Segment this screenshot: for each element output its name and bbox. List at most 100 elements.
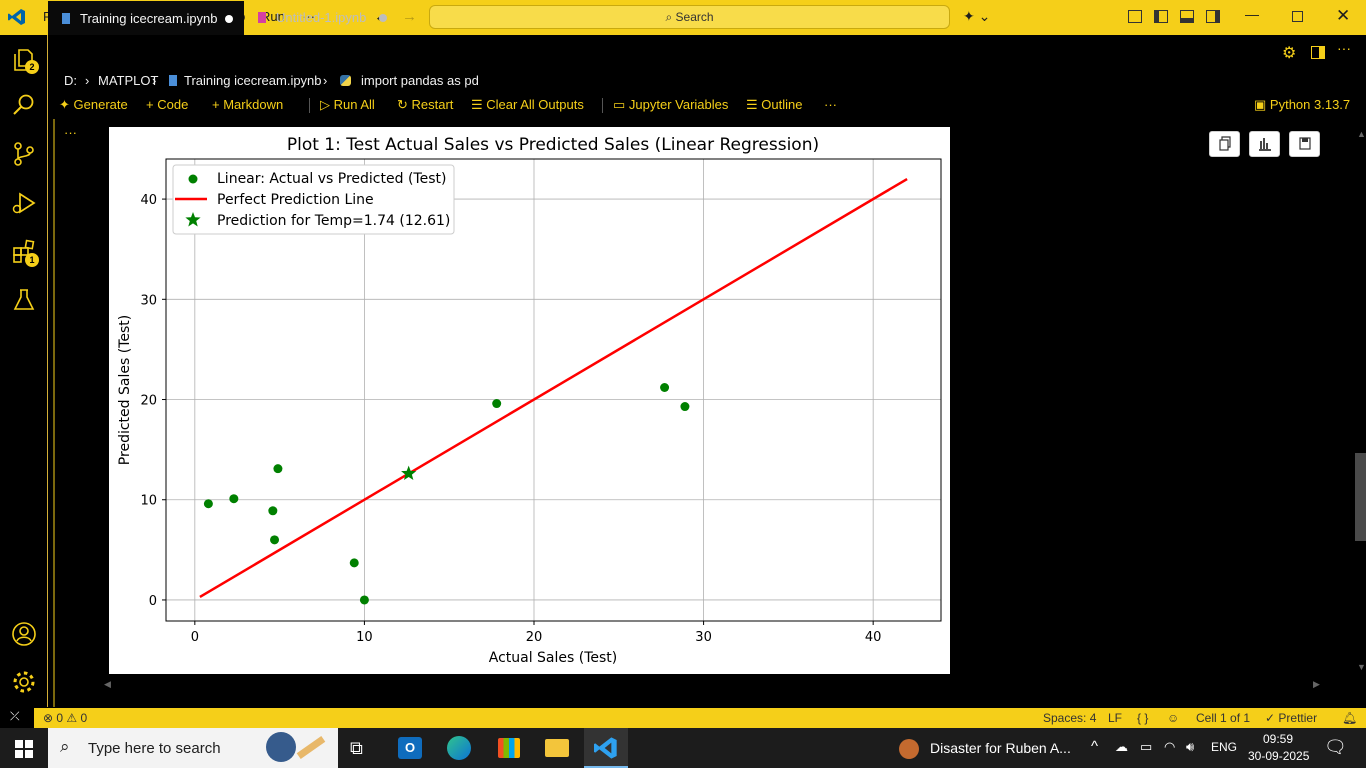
- edge-icon[interactable]: [447, 736, 471, 760]
- breadcrumb-folder[interactable]: MATPLOT: [98, 73, 159, 88]
- forward-arrow-icon[interactable]: →: [402, 8, 417, 25]
- source-control-icon[interactable]: [11, 141, 37, 167]
- clear-outputs-button[interactable]: ☰ Clear All Outputs: [471, 97, 584, 113]
- clock-time[interactable]: 09:59: [1263, 732, 1294, 746]
- unsaved-dot-icon[interactable]: [225, 15, 233, 23]
- search-placeholder: Search: [675, 10, 714, 24]
- run-all-button[interactable]: ▷ Run All: [320, 97, 375, 113]
- jupyter-variables-button[interactable]: ▭ Jupyter Variables: [613, 97, 728, 113]
- language-indicator[interactable]: ENG: [1211, 740, 1238, 754]
- cell-position-status[interactable]: Cell 1 of 1: [1196, 711, 1251, 725]
- taskbar-search-placeholder: Type here to search: [88, 740, 221, 757]
- volume-icon[interactable]: 🔊︎: [1186, 739, 1195, 754]
- kernel-picker[interactable]: ▣ Python 3.13.7: [1254, 97, 1350, 113]
- cell-collapse-more[interactable]: ···: [64, 125, 77, 140]
- breadcrumb: D: › MATPLOT › Training icecream.ipynb ›…: [48, 70, 1366, 92]
- taskbar-search[interactable]: ⌕ Type here to search: [48, 728, 338, 768]
- windows-start-icon[interactable]: [15, 740, 33, 758]
- x-tick-label: 30: [695, 630, 712, 645]
- variables-icon: ▭: [613, 97, 629, 112]
- command-search[interactable]: ⌕ Search: [429, 5, 950, 29]
- search-icon: ⌕: [665, 10, 676, 24]
- menu-more[interactable]: ···: [302, 9, 315, 24]
- tab-untitled-1[interactable]: Untitled-1.ipynb: [244, 0, 400, 35]
- generate-label: Generate: [73, 97, 128, 112]
- more-actions-icon[interactable]: ···: [1337, 40, 1351, 56]
- scatter-point: [270, 535, 280, 545]
- add-code-button[interactable]: + Code: [146, 97, 188, 112]
- notifications-bell-icon[interactable]: 🔔︎: [1342, 711, 1358, 725]
- tray-chevron-icon[interactable]: ^: [1091, 738, 1099, 755]
- toggle-sidebar-icon[interactable]: [1154, 10, 1168, 23]
- legend-label-star: Prediction for Temp=1.74 (12.61): [217, 213, 450, 229]
- breadcrumb-drive[interactable]: D:: [64, 73, 77, 88]
- prettier-status[interactable]: ✓ Prettier: [1265, 711, 1318, 725]
- scroll-right-arrow-icon[interactable]: ▶: [1313, 679, 1320, 689]
- restart-button[interactable]: ↻ Restart: [397, 97, 453, 113]
- breadcrumb-file[interactable]: Training icecream.ipynb: [184, 73, 322, 88]
- menu-run[interactable]: Run: [261, 9, 285, 24]
- eol-status[interactable]: LF: [1108, 711, 1123, 725]
- save-output-button[interactable]: [1289, 131, 1320, 157]
- language-braces-status[interactable]: { }: [1137, 711, 1149, 725]
- indentation-status[interactable]: Spaces: 4: [1043, 711, 1097, 725]
- x-tick-label: 40: [865, 630, 882, 645]
- notebook-toolbar: ✦ Generate + Code + Markdown ▷ Run All ↻…: [48, 92, 1366, 119]
- testing-flask-icon[interactable]: [11, 287, 37, 313]
- outline-label: Outline: [761, 97, 803, 112]
- restore-icon[interactable]: [1292, 11, 1303, 22]
- unsaved-dot-icon[interactable]: [379, 14, 387, 22]
- toggle-secondary-sidebar-icon[interactable]: [1206, 10, 1220, 23]
- problems-indicator[interactable]: ⊗ 0 ⚠ 0: [43, 711, 88, 725]
- scroll-left-arrow-icon[interactable]: ◀: [104, 679, 111, 689]
- tray-cloud-icon[interactable]: ☁: [1115, 739, 1128, 754]
- search-icon[interactable]: [11, 92, 37, 118]
- chart-output-button[interactable]: [1249, 131, 1280, 157]
- customize-icon[interactable]: ⚙: [1282, 45, 1297, 62]
- tab-label: Untitled-1.ipynb: [276, 10, 367, 25]
- store-icon[interactable]: [498, 738, 520, 758]
- vscode-taskbar-icon[interactable]: [584, 728, 628, 768]
- manage-gear-icon[interactable]: [11, 669, 37, 695]
- notebook-file-icon: [258, 12, 266, 23]
- scroll-down-arrow-icon[interactable]: ▼: [1357, 662, 1366, 672]
- remote-indicator[interactable]: ⤫: [0, 707, 34, 728]
- notification-center-icon[interactable]: 🗨︎: [1324, 737, 1347, 757]
- wifi-icon[interactable]: ◠: [1164, 739, 1176, 754]
- toggle-panel-icon[interactable]: [1180, 10, 1194, 23]
- tab-training-icecream[interactable]: Training icecream.ipynb: [48, 0, 244, 35]
- file-explorer-icon[interactable]: [545, 739, 569, 757]
- legend: Linear: Actual vs Predicted (Test) Perfe…: [172, 164, 455, 235]
- outline-icon: ☰: [746, 97, 762, 112]
- copilot-status-icon[interactable]: ☺: [1167, 711, 1180, 725]
- battery-icon[interactable]: ▭: [1140, 739, 1153, 754]
- copy-output-button[interactable]: [1209, 131, 1240, 157]
- scroll-up-arrow-icon[interactable]: ▲: [1357, 129, 1366, 139]
- clock-date[interactable]: 30-09-2025: [1248, 749, 1310, 763]
- close-icon[interactable]: ✕: [1336, 6, 1351, 25]
- extensions-icon[interactable]: 1: [11, 239, 39, 267]
- breadcrumb-symbol[interactable]: import pandas as pd: [361, 73, 479, 88]
- scatter-chart: 0 10 20 30 40 0 10 20 30 40 Plot 1: Test Actual S…: [117, 135, 942, 666]
- explorer-icon[interactable]: 2: [11, 47, 39, 74]
- scatter-point: [359, 595, 369, 605]
- vertical-scrollbar-thumb[interactable]: [1355, 453, 1366, 541]
- run-debug-icon[interactable]: [11, 190, 37, 216]
- outline-button[interactable]: ☰ Outline: [746, 97, 802, 113]
- toolbar-more-button[interactable]: ···: [824, 97, 837, 112]
- chevron-right-icon: ›: [152, 73, 157, 88]
- kernel-icon: ▣: [1254, 97, 1270, 112]
- add-markdown-button[interactable]: + Markdown: [212, 97, 283, 112]
- generate-button[interactable]: ✦ Generate: [59, 97, 128, 113]
- news-widget[interactable]: Disaster for Ruben A...: [930, 740, 1071, 756]
- layout-panel-icon[interactable]: [1128, 10, 1142, 23]
- outlook-icon[interactable]: O: [398, 737, 422, 759]
- task-view-icon[interactable]: ⧉: [350, 738, 363, 758]
- copilot-icon[interactable]: ✦ ⌄: [963, 8, 991, 24]
- clear-label: Clear All Outputs: [486, 97, 584, 112]
- account-icon[interactable]: [11, 621, 37, 647]
- split-editor-icon[interactable]: [1311, 46, 1325, 59]
- restart-label: Restart: [411, 97, 454, 112]
- minimize-icon[interactable]: —: [1245, 6, 1259, 22]
- y-tick-label: 30: [140, 293, 157, 308]
